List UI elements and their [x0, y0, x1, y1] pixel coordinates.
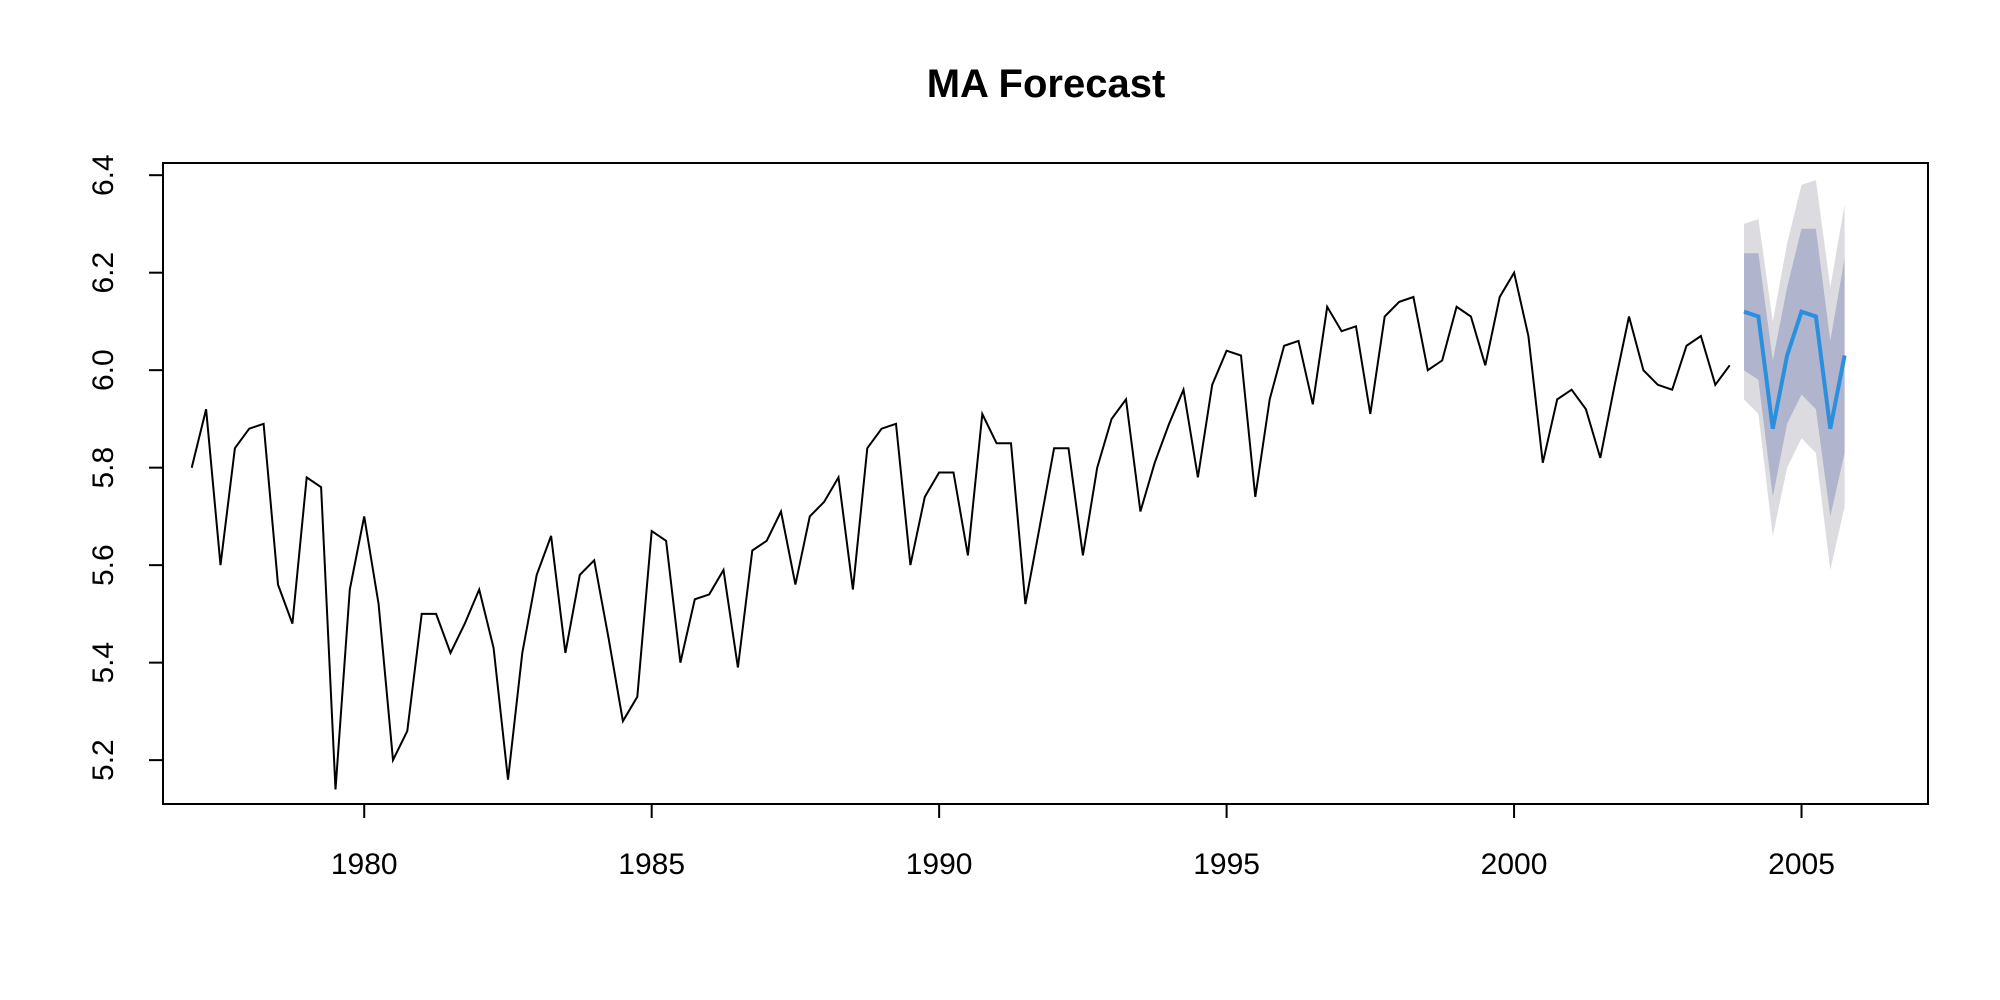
- x-tick-label: 1985: [618, 848, 685, 881]
- observed-series-line: [190, 270, 1731, 790]
- x-tick-label: 1990: [906, 848, 973, 881]
- x-tick-label: 2005: [1768, 848, 1835, 881]
- y-tick-label: 5.6: [87, 544, 120, 586]
- forecast-80-interval-band: [1744, 228, 1845, 517]
- observed-line-path: [190, 270, 1731, 790]
- forecast-line-path: [1743, 309, 1847, 430]
- forecast-series-line: [1743, 309, 1847, 430]
- plot-frame: [162, 162, 1929, 805]
- y-tick-label: 5.8: [87, 447, 120, 489]
- chart-title: MA Forecast: [927, 62, 1166, 106]
- y-tick-label: 6.4: [87, 154, 120, 196]
- x-tick-label: 2000: [1481, 848, 1548, 881]
- band-80-area: [1744, 228, 1845, 517]
- x-axis: 1980 1985 1990 1995 2000 2005: [331, 803, 1835, 881]
- y-tick-label: 5.4: [87, 642, 120, 684]
- x-tick-label: 1995: [1193, 848, 1260, 881]
- y-tick-label: 6.0: [87, 349, 120, 391]
- y-tick-label: 5.2: [87, 739, 120, 781]
- x-tick-label: 1980: [331, 848, 398, 881]
- y-tick-label: 6.2: [87, 252, 120, 294]
- y-axis: 5.2 5.4 5.6 5.8 6.0 6.2 6.4: [87, 154, 164, 781]
